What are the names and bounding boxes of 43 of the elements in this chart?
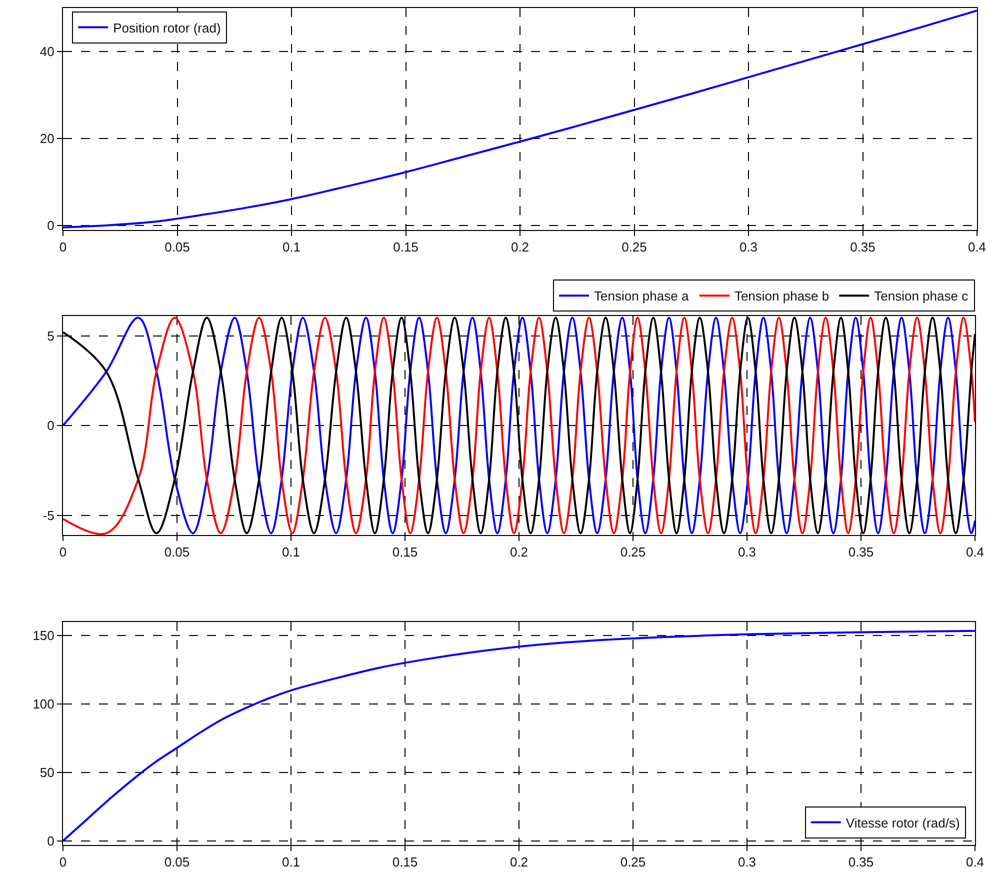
- x-tick-label: 0.4: [966, 854, 984, 870]
- x-tick-label: 0.15: [393, 240, 418, 255]
- y-tick-label: 20: [40, 131, 54, 146]
- y-tick-label: 150: [32, 628, 54, 644]
- x-tick-label: 0.05: [164, 854, 190, 870]
- x-tick-label: 0.05: [164, 240, 190, 255]
- x-tick-label: 0.2: [510, 544, 528, 560]
- x-tick-label: 0.1: [282, 854, 300, 870]
- y-tick-label: 0: [47, 833, 54, 848]
- x-tick-label: 0.2: [510, 854, 528, 870]
- legend-label: Vitesse rotor (rad/s): [846, 815, 960, 830]
- legend-label: Tension phase b: [734, 288, 830, 304]
- x-tick-label: 0.25: [620, 854, 646, 870]
- x-tick-label: 0.2: [510, 240, 530, 255]
- x-tick-label: 0.15: [392, 544, 418, 560]
- y-tick-label: 5: [47, 328, 54, 344]
- y-tick-label: 50: [40, 765, 54, 780]
- x-tick-label: 0.15: [392, 854, 418, 870]
- x-tick-label: 0.1: [282, 544, 300, 560]
- x-tick-label: 0.3: [738, 544, 756, 560]
- x-tick-label: 0.4: [968, 240, 986, 255]
- line-series: [63, 630, 975, 842]
- y-tick-label: 40: [40, 44, 54, 60]
- x-tick-label: 0: [59, 240, 67, 255]
- x-tick-label: 0: [59, 544, 67, 560]
- x-tick-label: 0.4: [966, 544, 984, 560]
- y-tick-label: 0: [47, 218, 54, 234]
- x-tick-label: 0.3: [738, 854, 756, 870]
- y-tick-label: -5: [42, 508, 54, 523]
- legend-label: Tension phase a: [594, 288, 690, 304]
- x-tick-label: 0.35: [848, 544, 874, 560]
- legend-label: Tension phase c: [874, 288, 969, 304]
- x-tick-label: 0.25: [622, 240, 647, 255]
- y-tick-label: 100: [32, 696, 54, 712]
- x-tick-label: 0.3: [739, 240, 758, 255]
- x-tick-label: 0: [59, 854, 67, 870]
- x-tick-label: 0.35: [848, 854, 874, 870]
- x-tick-label: 0.35: [850, 240, 876, 255]
- legend-label: Position rotor (rad): [113, 20, 221, 36]
- y-tick-label: 0: [47, 418, 54, 434]
- x-tick-label: 0.1: [282, 240, 301, 255]
- x-tick-label: 0.25: [620, 544, 646, 560]
- x-tick-label: 0.05: [164, 544, 190, 560]
